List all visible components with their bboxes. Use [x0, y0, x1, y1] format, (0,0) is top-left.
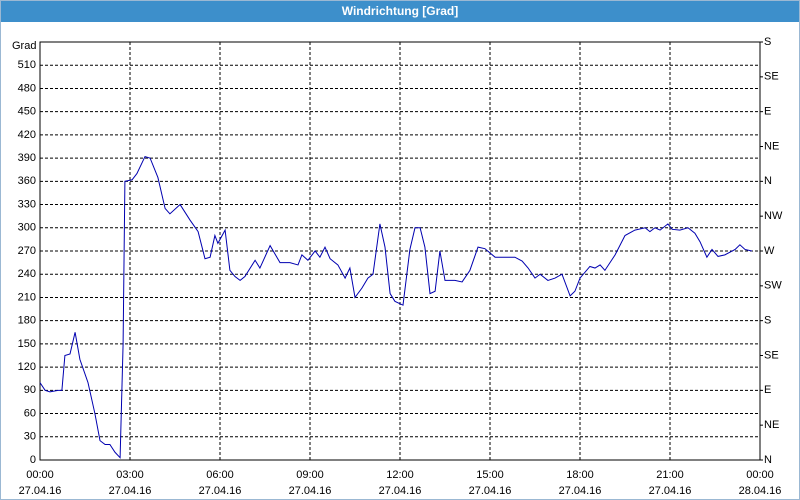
x-tick-label: 09:00: [296, 469, 324, 481]
x-tick-date: 28.04.16: [739, 485, 782, 497]
y-tick-label: 60: [24, 407, 36, 419]
y-tick-label: 180: [18, 315, 36, 327]
x-tick-label: 12:00: [386, 469, 414, 481]
y-tick-label: 210: [18, 291, 36, 303]
y2-tick-label: E: [764, 384, 771, 396]
x-tick-date: 27.04.16: [649, 485, 692, 497]
y2-tick-label: SE: [764, 349, 779, 361]
y2-tick-label: NW: [764, 210, 783, 222]
y-axis-label: Grad: [12, 40, 36, 52]
x-tick-date: 27.04.16: [199, 485, 242, 497]
y-tick-label: 90: [24, 384, 36, 396]
title-bar: Windrichtung [Grad]: [1, 1, 799, 22]
y2-tick-label: S: [764, 36, 771, 48]
y2-tick-label: SE: [764, 71, 779, 83]
y2-tick-label: SW: [764, 280, 782, 292]
y-tick-label: 360: [18, 175, 36, 187]
y-tick-label: 480: [18, 82, 36, 94]
y-tick-label: 240: [18, 268, 36, 280]
x-tick-label: 21:00: [656, 469, 684, 481]
data-line: [39, 155, 753, 459]
y2-tick-label: W: [764, 245, 775, 257]
y-tick-label: 150: [18, 338, 36, 350]
x-tick-date: 27.04.16: [469, 485, 512, 497]
y-tick-label: 120: [18, 361, 36, 373]
y2-tick-label: N: [764, 175, 772, 187]
y-tick-label: 450: [18, 106, 36, 118]
y2-tick-label: NE: [764, 419, 779, 431]
plot-frame: [39, 41, 761, 461]
y-tick-label: 300: [18, 222, 36, 234]
y-tick-label: 30: [24, 431, 36, 443]
x-tick-date: 27.04.16: [379, 485, 422, 497]
x-tick-label: 00:00: [26, 469, 54, 481]
y-tick-label: 420: [18, 129, 36, 141]
y-tick-label: 330: [18, 198, 36, 210]
x-tick-label: 06:00: [206, 469, 234, 481]
y-tick-label: 270: [18, 245, 36, 257]
x-tick-date: 27.04.16: [109, 485, 152, 497]
y-tick-label: 510: [18, 59, 36, 71]
y2-tick-label: S: [764, 315, 771, 327]
x-tick-label: 15:00: [476, 469, 504, 481]
y2-tick-label: E: [764, 106, 771, 118]
y-tick-label: 390: [18, 152, 36, 164]
x-tick-label: 03:00: [116, 469, 144, 481]
y2-tick-label: N: [764, 454, 772, 466]
x-tick-label: 18:00: [566, 469, 594, 481]
x-tick-date: 27.04.16: [559, 485, 602, 497]
x-tick-label: 00:00: [746, 469, 774, 481]
y-tick-label: 0: [30, 454, 36, 466]
x-tick-date: 27.04.16: [19, 485, 62, 497]
y2-tick-label: NE: [764, 140, 779, 152]
x-tick-date: 27.04.16: [289, 485, 332, 497]
